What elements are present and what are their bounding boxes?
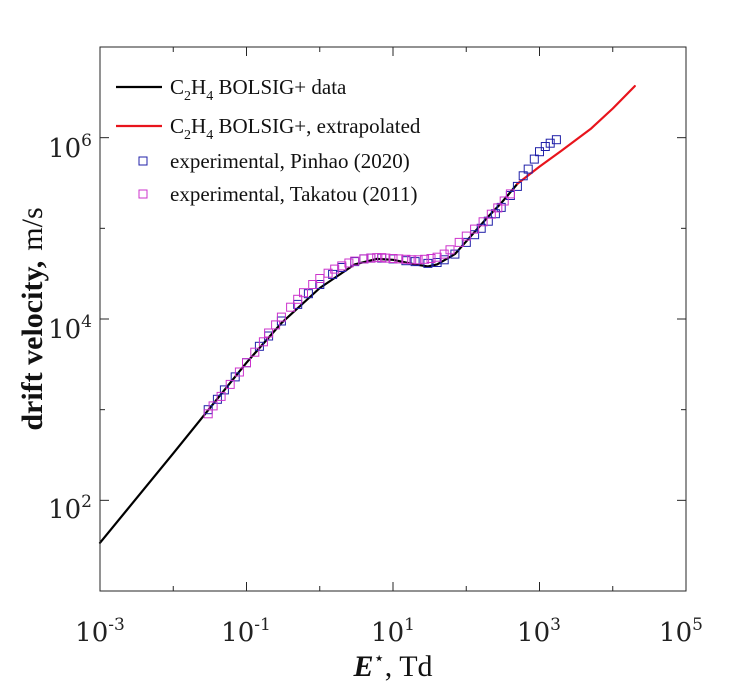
- data-point-series-3: [242, 358, 251, 368]
- data-point-series-3: [271, 320, 281, 330]
- data-point-series-2: [439, 255, 449, 265]
- data-point-series-3: [372, 253, 382, 263]
- legend: C2H4 BOLSIG+ data C2H4 BOLSIG+, extrapol…: [116, 75, 421, 206]
- data-point-series-2: [219, 385, 229, 395]
- data-point-series-2: [535, 147, 544, 157]
- data-point-series-3: [420, 254, 430, 264]
- data-point-series-2: [315, 280, 325, 289]
- data-point-series-2: [529, 154, 539, 164]
- data-point-series-3: [401, 254, 411, 264]
- data-point-series-3: [461, 231, 471, 241]
- data-point-series-3: [499, 196, 509, 206]
- data-point-series-3: [470, 224, 480, 234]
- data-point-series-3: [426, 254, 436, 263]
- data-point-series-3: [445, 245, 455, 255]
- x-tick-label: 103: [517, 615, 561, 648]
- data-point-series-3: [258, 337, 268, 347]
- data-point-series-3: [225, 379, 235, 389]
- data-point-series-3: [344, 258, 354, 268]
- y-tick-label: 104: [48, 312, 92, 345]
- data-point-series-3: [203, 409, 213, 419]
- data-point-series-3: [216, 391, 226, 401]
- x-axis-label: E⋆, Td: [352, 648, 432, 683]
- x-tick-label: 10-1: [221, 615, 271, 648]
- x-tick-label: 10-3: [75, 615, 125, 648]
- data-point-series-2: [483, 216, 493, 226]
- data-point-series-2: [551, 135, 561, 145]
- series-line-1: [516, 84, 636, 185]
- data-point-series-3: [299, 288, 308, 298]
- data-point-series-3: [250, 347, 260, 357]
- data-point-series-3: [330, 264, 340, 274]
- data-point-series-2: [512, 181, 522, 191]
- legend-label-bolsig-extrapolated: C2H4 BOLSIG+, extrapolated: [170, 114, 421, 143]
- x-tick-label: 101: [371, 615, 415, 648]
- data-point-series-3: [286, 302, 296, 312]
- data-point-series-2: [518, 171, 528, 181]
- plot-frame: [99, 46, 687, 592]
- data-point-series-3: [505, 189, 515, 199]
- legend-label-pinhao: experimental, Pinhao (2020): [170, 149, 410, 173]
- data-point-series-3: [493, 203, 503, 213]
- data-point-series-2: [523, 164, 533, 174]
- data-point-series-3: [337, 261, 347, 271]
- data-point-series-3: [407, 255, 417, 265]
- x-tick-label: 105: [659, 615, 703, 648]
- data-point-series-3: [394, 254, 404, 264]
- data-point-series-3: [359, 254, 369, 264]
- y-tick-labels: 102 104 106: [48, 131, 92, 525]
- data-point-series-3: [366, 253, 376, 263]
- y-axis-label: drift velocity,m/s: [16, 207, 49, 430]
- data-point-series-2: [461, 237, 471, 247]
- data-point-series-2: [476, 223, 486, 233]
- data-point-series-2: [540, 142, 550, 151]
- data-point-series-3: [432, 252, 442, 262]
- data-point-series-3: [308, 280, 318, 289]
- data-point-series-3: [350, 256, 360, 266]
- data-point-series-3: [276, 312, 286, 322]
- plot-area-data: [98, 84, 636, 544]
- data-point-series-3: [208, 401, 218, 411]
- data-point-series-3: [234, 367, 244, 377]
- data-point-series-3: [381, 253, 391, 263]
- data-point-series-3: [293, 294, 303, 304]
- x-tick-labels: 10-3 10-1 101 103 105: [75, 615, 703, 648]
- data-point-series-3: [315, 274, 325, 283]
- y-tick-label: 102: [48, 492, 92, 525]
- data-point-series-3: [486, 209, 496, 219]
- data-point-series-3: [264, 328, 274, 338]
- data-point-series-3: [413, 255, 423, 265]
- data-point-series-2: [303, 289, 313, 299]
- data-point-series-2: [410, 257, 420, 267]
- data-point-series-2: [293, 299, 303, 309]
- data-point-series-3: [454, 237, 464, 247]
- legend-label-takatou: experimental, Takatou (2011): [170, 182, 418, 206]
- data-point-series-3: [478, 217, 488, 227]
- legend-label-bolsig-data: C2H4 BOLSIG+ data: [170, 75, 347, 104]
- legend-swatch-takatou: [138, 189, 148, 199]
- legend-swatch-pinhao: [138, 156, 148, 166]
- data-point-series-3: [388, 254, 398, 263]
- y-tick-label: 106: [48, 131, 92, 164]
